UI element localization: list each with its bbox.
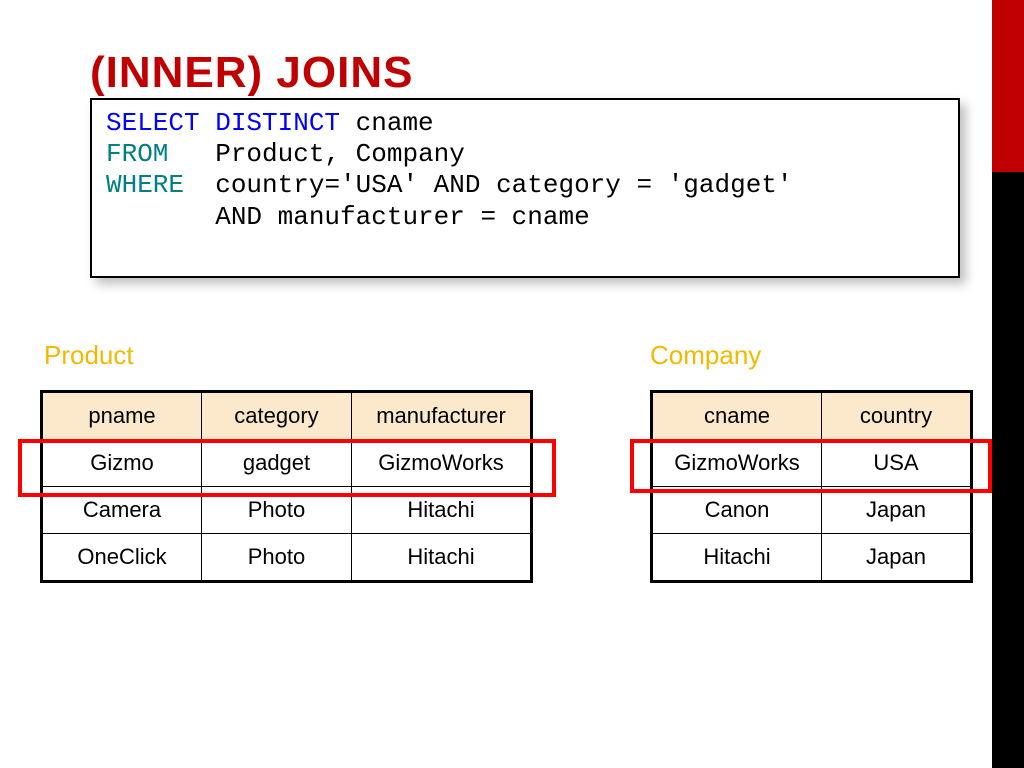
- table-cell: GizmoWorks: [352, 440, 532, 487]
- table-cell: Photo: [202, 487, 352, 534]
- table-cell: Japan: [822, 534, 972, 582]
- table-body: GizmoWorksUSACanonJapanHitachiJapan: [652, 440, 972, 582]
- table-cell: Canon: [652, 487, 822, 534]
- table-cell: Hitachi: [352, 534, 532, 582]
- sql-keyword-from: FROM: [106, 139, 168, 169]
- table-cell: Hitachi: [652, 534, 822, 582]
- sql-text-3: country='USA' AND category = 'gadget': [184, 170, 793, 200]
- table-cell: OneClick: [42, 534, 202, 582]
- sql-keyword-select: SELECT DISTINCT: [106, 108, 340, 138]
- slide-title: (INNER) JOINS: [90, 48, 413, 98]
- table-cell: Gizmo: [42, 440, 202, 487]
- table-row: OneClickPhotoHitachi: [42, 534, 532, 582]
- sql-text-1: cname: [340, 108, 434, 138]
- side-stripe-red: [992, 0, 1024, 172]
- product-table-label: Product: [44, 340, 134, 371]
- slide: (INNER) JOINS SELECT DISTINCT cname FROM…: [0, 0, 1024, 768]
- table-cell: Camera: [42, 487, 202, 534]
- table-header-row: pnamecategorymanufacturer: [42, 392, 532, 440]
- table-body: GizmogadgetGizmoWorksCameraPhotoHitachiO…: [42, 440, 532, 582]
- company-table-label: Company: [650, 340, 761, 371]
- table-cell: Hitachi: [352, 487, 532, 534]
- company-table: cnamecountry GizmoWorksUSACanonJapanHita…: [650, 390, 973, 583]
- table-row: CanonJapan: [652, 487, 972, 534]
- sql-keyword-where: WHERE: [106, 170, 184, 200]
- table-row: GizmoWorksUSA: [652, 440, 972, 487]
- table-column-header: category: [202, 392, 352, 440]
- table-header-row: cnamecountry: [652, 392, 972, 440]
- table-row: HitachiJapan: [652, 534, 972, 582]
- table-cell: USA: [822, 440, 972, 487]
- sql-text-2: Product, Company: [168, 139, 464, 169]
- table-column-header: cname: [652, 392, 822, 440]
- table-row: CameraPhotoHitachi: [42, 487, 532, 534]
- table-cell: Photo: [202, 534, 352, 582]
- table-cell: GizmoWorks: [652, 440, 822, 487]
- table-column-header: country: [822, 392, 972, 440]
- table-cell: gadget: [202, 440, 352, 487]
- table-column-header: pname: [42, 392, 202, 440]
- product-table: pnamecategorymanufacturer GizmogadgetGiz…: [40, 390, 533, 583]
- table-row: GizmogadgetGizmoWorks: [42, 440, 532, 487]
- table-column-header: manufacturer: [352, 392, 532, 440]
- table-cell: Japan: [822, 487, 972, 534]
- sql-text-4: AND manufacturer = cname: [106, 202, 590, 232]
- sql-query-box: SELECT DISTINCT cname FROM Product, Comp…: [90, 98, 960, 278]
